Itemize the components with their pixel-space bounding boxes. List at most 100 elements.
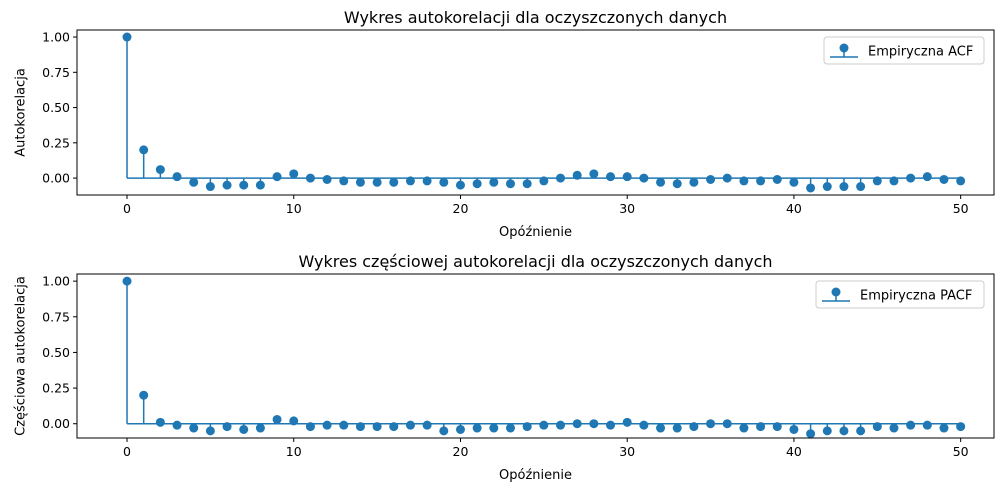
- pacf-point-22: [489, 423, 499, 433]
- acf-point-15: [372, 177, 382, 187]
- acf-legend-label: Empiryczna ACF: [868, 45, 973, 60]
- pacf-point-3: [172, 420, 182, 430]
- pacf-point-20: [455, 424, 465, 434]
- acf-point-48: [922, 172, 932, 182]
- acf-y-tick-label: 0.75: [42, 65, 70, 80]
- acf-point-29: [606, 172, 616, 182]
- pacf-point-12: [322, 420, 332, 430]
- pacf-point-7: [239, 424, 249, 434]
- acf-point-22: [489, 177, 499, 187]
- acf-point-20: [455, 180, 465, 190]
- pacf-point-33: [672, 423, 682, 433]
- pacf-point-44: [856, 426, 866, 436]
- acf-y-tick-label: 0.50: [42, 100, 70, 115]
- pacf-point-23: [505, 423, 515, 433]
- pacf-y-tick-label: 0.50: [42, 345, 70, 360]
- acf-point-39: [772, 174, 782, 184]
- pacf-point-39: [772, 422, 782, 432]
- acf-point-2: [155, 165, 165, 175]
- pacf-point-40: [789, 424, 799, 434]
- acf-y-tick-label: 0.00: [42, 171, 70, 186]
- acf-point-1: [139, 145, 149, 155]
- acf-point-18: [422, 176, 432, 186]
- pacf-marks: [122, 276, 966, 439]
- acf-point-10: [289, 169, 299, 179]
- acf-point-25: [539, 176, 549, 186]
- pacf-legend-label: Empiryczna PACF: [860, 289, 972, 304]
- acf-x-tick-label: 10: [286, 201, 302, 216]
- acf-point-40: [789, 177, 799, 187]
- pacf-point-41: [806, 429, 816, 439]
- pacf-point-48: [922, 420, 932, 430]
- acf-point-7: [239, 180, 249, 190]
- acf-x-tick-label: 50: [953, 201, 969, 216]
- pacf-point-43: [839, 426, 849, 436]
- pacf-point-36: [722, 419, 732, 429]
- pacf-x-tick-label: 20: [453, 444, 469, 459]
- acf-point-0: [122, 32, 132, 42]
- pacf-point-14: [355, 422, 365, 432]
- acf-point-38: [756, 176, 766, 186]
- pacf-point-30: [622, 417, 632, 427]
- acf-marks: [122, 32, 966, 193]
- pacf-point-15: [372, 422, 382, 432]
- pacf-y-tick-label: 0.00: [42, 416, 70, 431]
- acf-point-9: [272, 172, 282, 182]
- pacf-x-tick-label: 40: [786, 444, 802, 459]
- pacf-point-35: [706, 419, 716, 429]
- acf-point-41: [806, 183, 816, 193]
- pacf-x-tick-label: 30: [619, 444, 635, 459]
- acf-point-47: [906, 173, 916, 183]
- acf-point-34: [689, 177, 699, 187]
- acf-x-tick-label: 0: [123, 201, 131, 216]
- acf-title: Wykres autokorelacji dla oczyszczonych d…: [344, 8, 727, 27]
- pacf-x-tick-label: 10: [286, 444, 302, 459]
- acf-axes-frame: [76, 29, 995, 196]
- pacf-point-2: [155, 417, 165, 427]
- acf-subplot: Wykres autokorelacji dla oczyszczonych d…: [14, 8, 995, 240]
- pacf-point-9: [272, 414, 282, 424]
- acf-legend-box: [823, 36, 985, 65]
- acf-point-14: [355, 177, 365, 187]
- pacf-y-axis-label: Częściowa autokorelacja: [14, 276, 29, 436]
- pacf-point-11: [305, 422, 315, 432]
- acf-point-30: [622, 172, 632, 182]
- pacf-point-31: [639, 420, 649, 430]
- acf-point-26: [556, 173, 566, 183]
- pacf-point-50: [956, 422, 966, 432]
- acf-y-tick-label: 0.25: [42, 135, 70, 150]
- acf-point-21: [472, 179, 482, 189]
- acf-point-23: [505, 179, 515, 189]
- acf-point-36: [722, 173, 732, 183]
- acf-point-4: [189, 177, 199, 187]
- acf-point-16: [389, 177, 399, 187]
- acf-point-5: [205, 182, 215, 192]
- pacf-point-17: [405, 420, 415, 430]
- pacf-point-16: [389, 422, 399, 432]
- acf-point-6: [222, 180, 232, 190]
- acf-legend: Empiryczna ACF: [823, 36, 985, 65]
- acf-point-37: [739, 176, 749, 186]
- pacf-point-4: [189, 423, 199, 433]
- pacf-point-27: [572, 419, 582, 429]
- acf-point-49: [939, 174, 949, 184]
- acf-point-50: [956, 176, 966, 186]
- acf-point-3: [172, 172, 182, 182]
- pacf-point-28: [589, 419, 599, 429]
- pacf-x-tick-label: 50: [953, 444, 969, 459]
- acf-point-35: [706, 174, 716, 184]
- pacf-axes-frame: [76, 273, 995, 439]
- pacf-legend: Empiryczna PACF: [815, 280, 985, 309]
- acf-y-axis-label: Autokorelacja: [14, 68, 29, 157]
- pacf-point-46: [889, 423, 899, 433]
- pacf-y-tick-label: 1.00: [42, 274, 70, 289]
- pacf-subplot: Wykres częściowej autokorelacji dla oczy…: [14, 252, 995, 483]
- acf-point-24: [522, 179, 532, 189]
- pacf-point-19: [439, 426, 449, 436]
- acf-x-tick-label: 40: [786, 201, 802, 216]
- pacf-point-45: [872, 422, 882, 432]
- pacf-point-1: [139, 390, 149, 400]
- acf-ticks: 0 10 20 30 40 50 0.00 0.25 0.50 0.75 1.00: [42, 30, 968, 216]
- pacf-point-38: [756, 422, 766, 432]
- pacf-point-13: [339, 420, 349, 430]
